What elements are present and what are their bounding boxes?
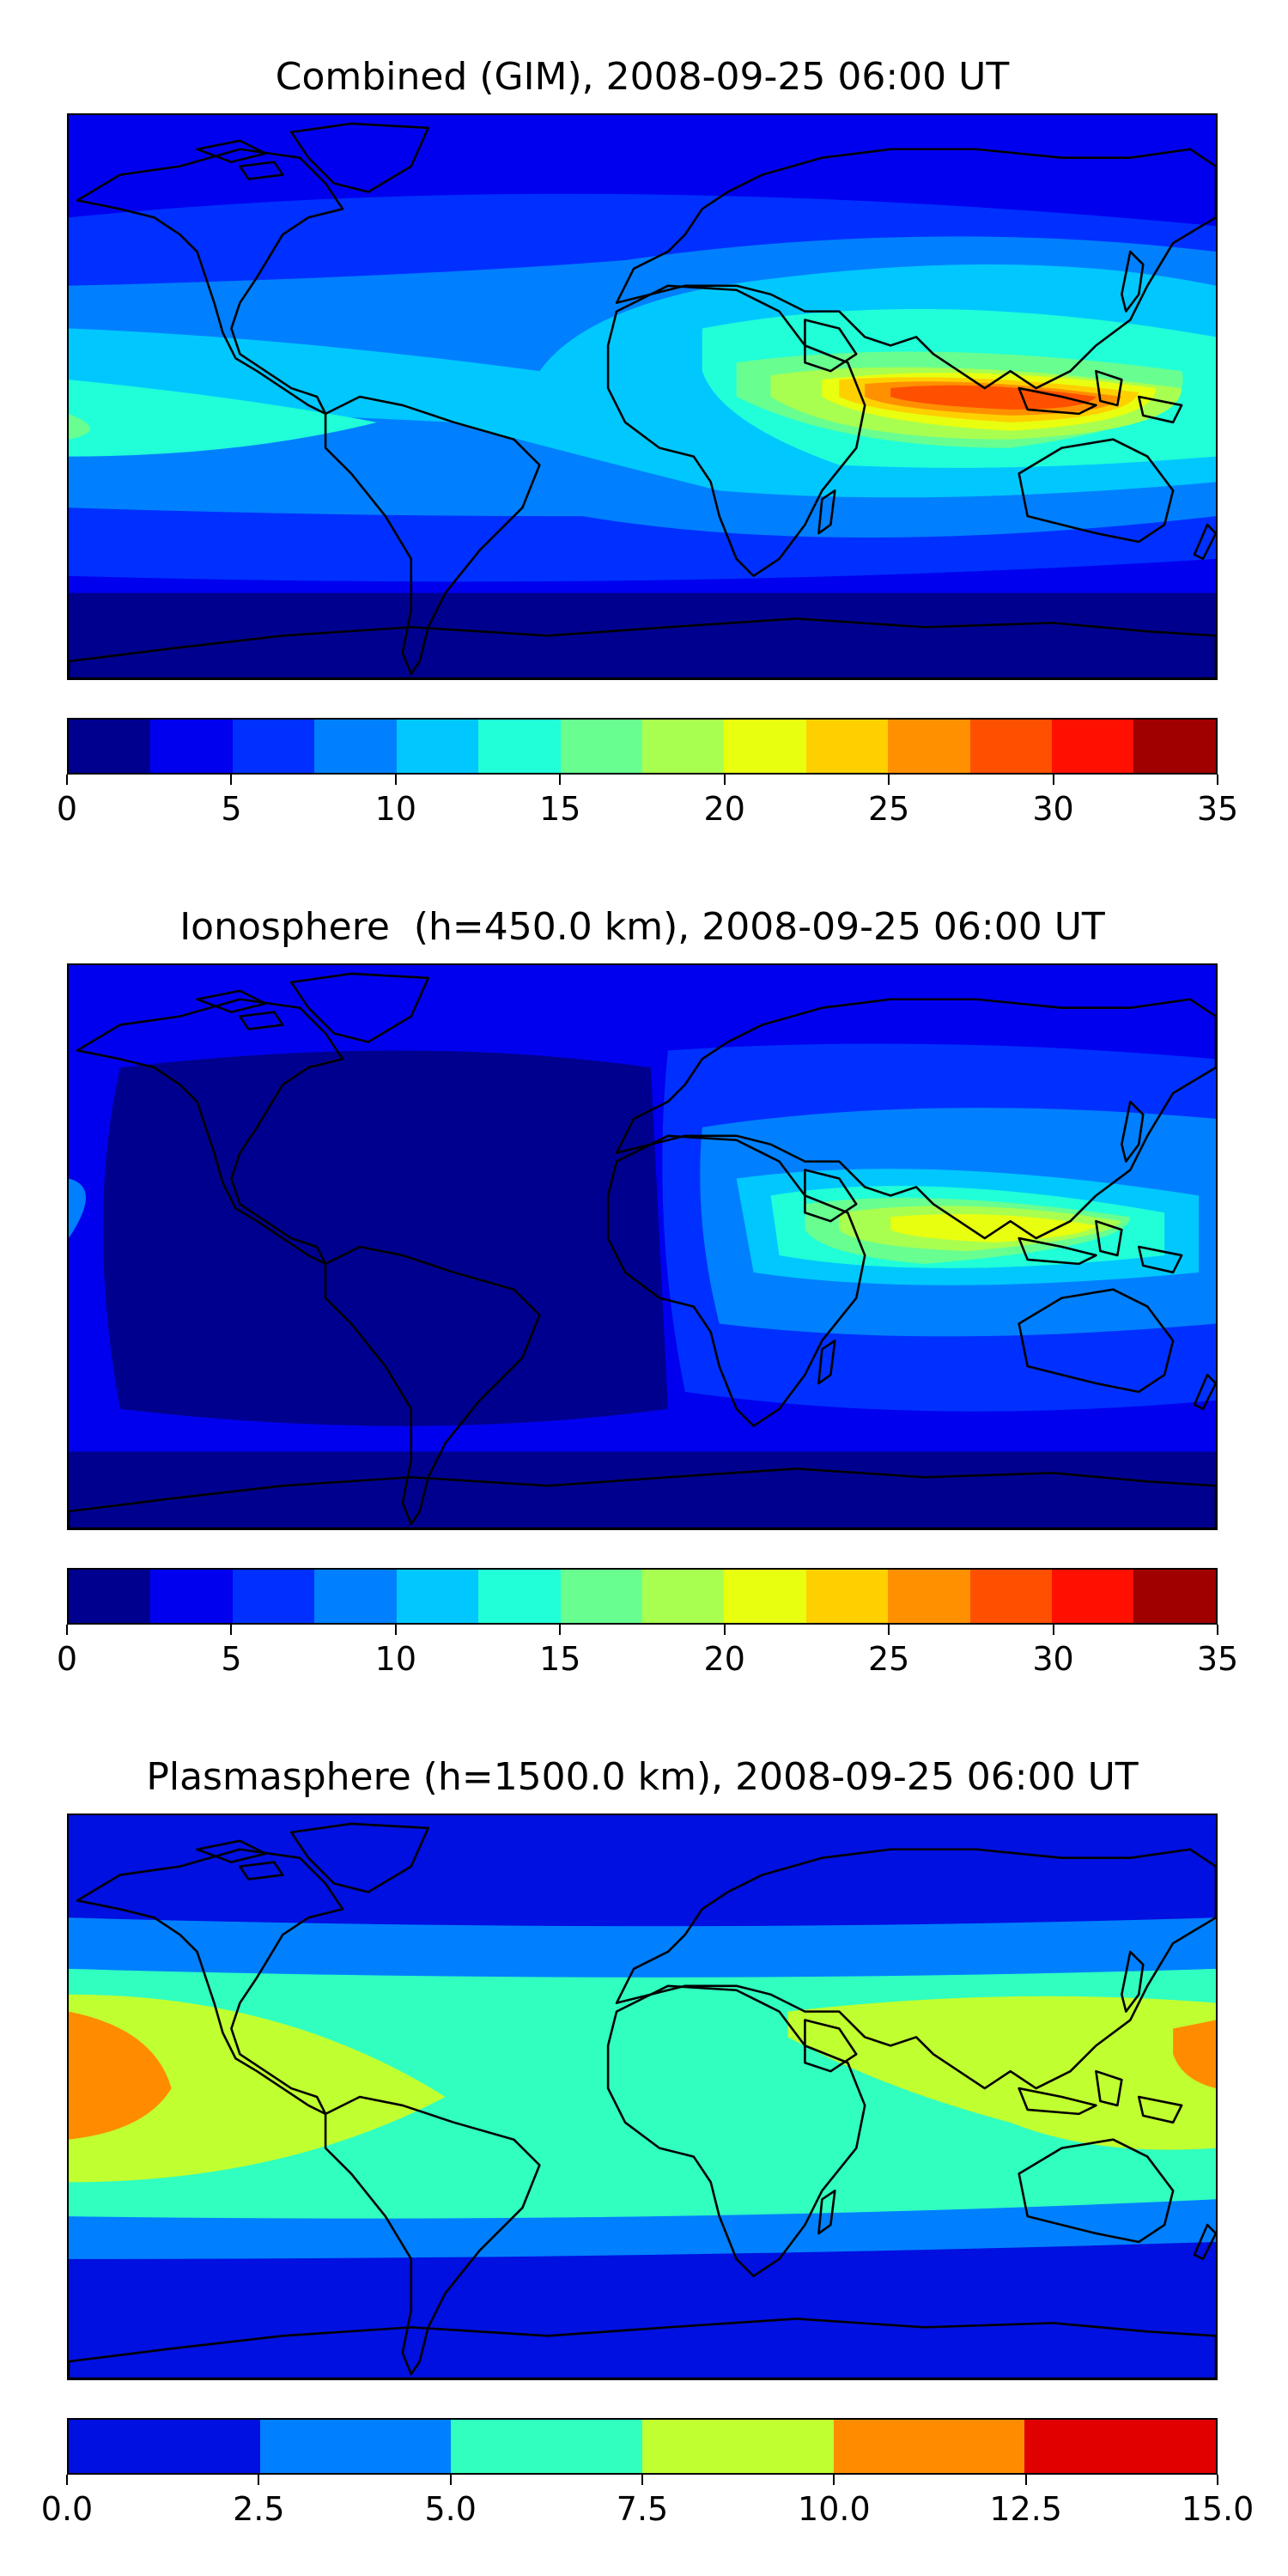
colorbar-segment: [642, 2420, 834, 2473]
colorbar-tick-label: 15.0: [1181, 2490, 1255, 2528]
colorbar-segment: [259, 2420, 452, 2473]
colorbar-tick-label: 25: [867, 1640, 910, 1678]
colorbar-tick-label: 35: [1196, 790, 1239, 828]
colorbar-tick-label: 5.0: [424, 2490, 477, 2528]
colorbar-segment: [314, 720, 397, 773]
colorbar-tick-label: 20: [703, 1640, 745, 1678]
colorbar-plasmasphere: [67, 2418, 1218, 2475]
colorbar-segment: [451, 2420, 643, 2473]
colorbar-tick-label: 20: [703, 790, 745, 828]
colorbar-segment: [232, 1570, 315, 1623]
colorbar-segment: [724, 1570, 806, 1623]
colorbar-segment: [150, 1570, 233, 1623]
colorbar-segment: [69, 1570, 151, 1623]
colorbar-ticks-ionosphere: 0 5 10 15 20 25 30 35: [57, 1625, 1238, 1685]
colorbar-segment: [641, 1570, 725, 1623]
colorbar-tick-label: 5: [221, 1640, 242, 1678]
colorbar-tick-label: 15: [539, 790, 581, 828]
colorbar-segment: [478, 1570, 561, 1623]
colorbar-segment: [1052, 1570, 1134, 1623]
colorbar-segment: [1024, 2420, 1217, 2473]
colorbar-ionosphere: [67, 1568, 1218, 1625]
colorbar-segment: [396, 720, 479, 773]
colorbar-segment: [888, 1570, 970, 1623]
colorbar-tick-label: 0: [56, 1640, 78, 1678]
colorbar-segment: [805, 720, 889, 773]
colorbar-tick-label: 0.0: [40, 2490, 94, 2528]
colorbar-tick-label: 35: [1196, 1640, 1239, 1678]
colorbar-tick-label: 5: [221, 790, 242, 828]
colorbar-tick-label: 12.5: [989, 2490, 1062, 2528]
colorbar-tick-label: 10: [374, 1640, 417, 1678]
panel-title-ionosphere: Ionosphere (h=450.0 km), 2008-09-25 06:0…: [179, 905, 1105, 949]
colorbar-tick-label: 2.5: [233, 2490, 285, 2528]
colorbar-segment: [1052, 720, 1134, 773]
colorbar-tick-label: 0: [56, 790, 78, 828]
colorbar-segment: [69, 2420, 260, 2473]
colorbar-segment: [69, 720, 151, 773]
colorbar-segment: [833, 2420, 1025, 2473]
colorbar-segment: [969, 720, 1053, 773]
colorbar-segment: [478, 720, 561, 773]
colorbar-segment: [150, 720, 233, 773]
colorbar-segment: [805, 1570, 889, 1623]
colorbar-ticks-combined: 0 5 10 15 20 25 30 35: [57, 775, 1238, 835]
colorbar-tick-label: 7.5: [616, 2490, 669, 2528]
colorbar-segment: [724, 720, 806, 773]
colorbar-segment: [1133, 720, 1216, 773]
colorbar-segment: [314, 1570, 397, 1623]
colorbar-ticks-plasmasphere: 0.0 2.5 5.0 7.5 10.0 12.5 15.0: [41, 2475, 1254, 2535]
map-ionosphere: [67, 963, 1218, 1530]
colorbar-segment: [888, 720, 970, 773]
colorbar-segment: [1133, 1570, 1216, 1623]
colorbar-tick-label: 15: [539, 1640, 581, 1678]
colorbar-tick-label: 10: [374, 790, 417, 828]
colorbar-segment: [396, 1570, 479, 1623]
colorbar-segment: [969, 1570, 1053, 1623]
panel-title-combined: Combined (GIM), 2008-09-25 06:00 UT: [275, 55, 1010, 99]
colorbar-tick-label: 25: [867, 790, 910, 828]
colorbar-segment: [641, 720, 725, 773]
colorbar-segment: [560, 1570, 642, 1623]
colorbar-tick-label: 10.0: [798, 2490, 871, 2528]
map-combined: [67, 113, 1218, 680]
colorbar-segment: [560, 720, 642, 773]
colorbar-combined: [67, 718, 1218, 775]
panel-title-plasmasphere: Plasmasphere (h=1500.0 km), 2008-09-25 0…: [146, 1755, 1139, 1799]
map-plasmasphere: [67, 1814, 1218, 2380]
colorbar-segment: [232, 720, 315, 773]
colorbar-tick-label: 30: [1032, 1640, 1074, 1678]
colorbar-tick-label: 30: [1032, 790, 1074, 828]
